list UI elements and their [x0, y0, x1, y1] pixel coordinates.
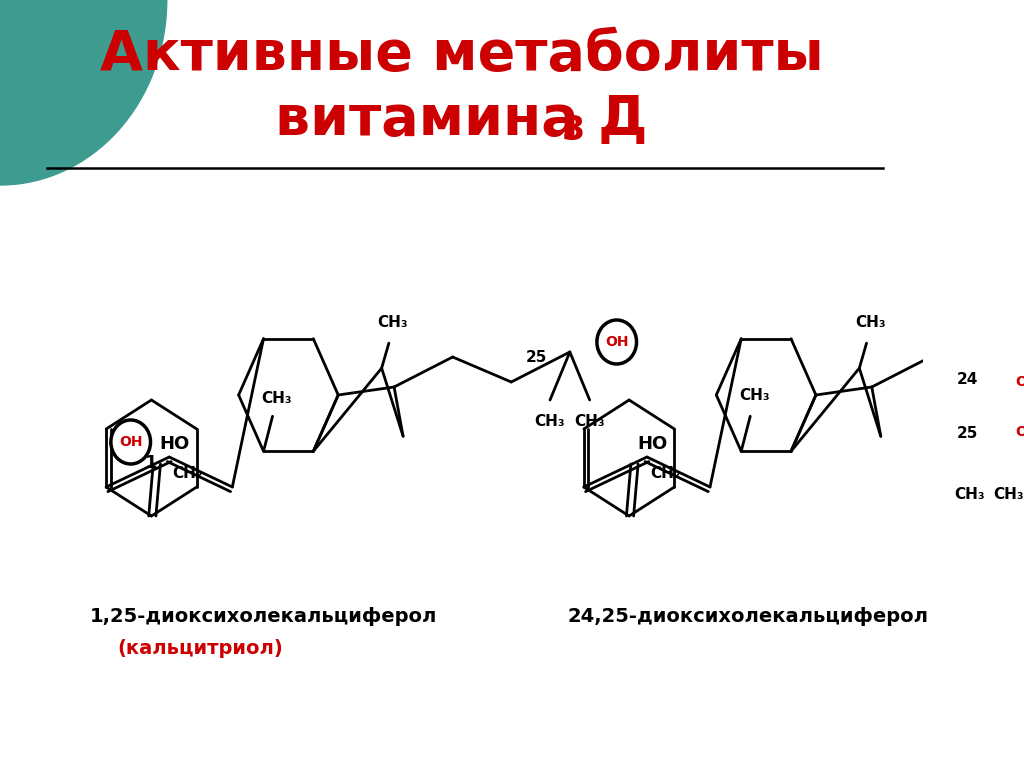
Text: витамина Д: витамина Д — [275, 93, 648, 147]
Text: 24: 24 — [956, 373, 978, 387]
Text: 1: 1 — [145, 454, 158, 472]
Text: CH₃: CH₃ — [953, 487, 984, 502]
Text: CH₃: CH₃ — [377, 315, 408, 330]
Text: OH: OH — [605, 335, 629, 349]
Text: CH₂: CH₂ — [650, 466, 680, 482]
Text: CH₃: CH₃ — [574, 414, 605, 429]
Text: (кальцитриол): (кальцитриол) — [117, 638, 283, 657]
Text: OH: OH — [119, 435, 142, 449]
Text: CH₃: CH₃ — [535, 414, 565, 429]
Text: OH: OH — [1015, 425, 1024, 439]
Text: CH₃: CH₃ — [993, 487, 1024, 502]
Text: HO: HO — [637, 435, 668, 453]
Text: Активные метаболиты: Активные метаболиты — [99, 28, 823, 82]
Text: 25: 25 — [956, 426, 978, 442]
Circle shape — [1007, 410, 1024, 454]
Circle shape — [597, 320, 637, 364]
Text: 25: 25 — [526, 350, 547, 364]
Text: 24,25-диоксихолекальциферол: 24,25-диоксихолекальциферол — [568, 607, 929, 627]
Circle shape — [111, 420, 151, 464]
Text: 1,25-диоксихолекальциферол: 1,25-диоксихолекальциферол — [90, 607, 437, 627]
Wedge shape — [0, 0, 167, 185]
Text: HO: HO — [159, 435, 189, 453]
Text: OH: OH — [1015, 375, 1024, 389]
Text: CH₂: CH₂ — [172, 466, 203, 482]
Text: CH₃: CH₃ — [739, 388, 770, 403]
Circle shape — [1007, 360, 1024, 404]
Text: 3: 3 — [561, 114, 585, 146]
Text: CH₃: CH₃ — [855, 315, 886, 330]
Text: CH₃: CH₃ — [262, 391, 292, 407]
